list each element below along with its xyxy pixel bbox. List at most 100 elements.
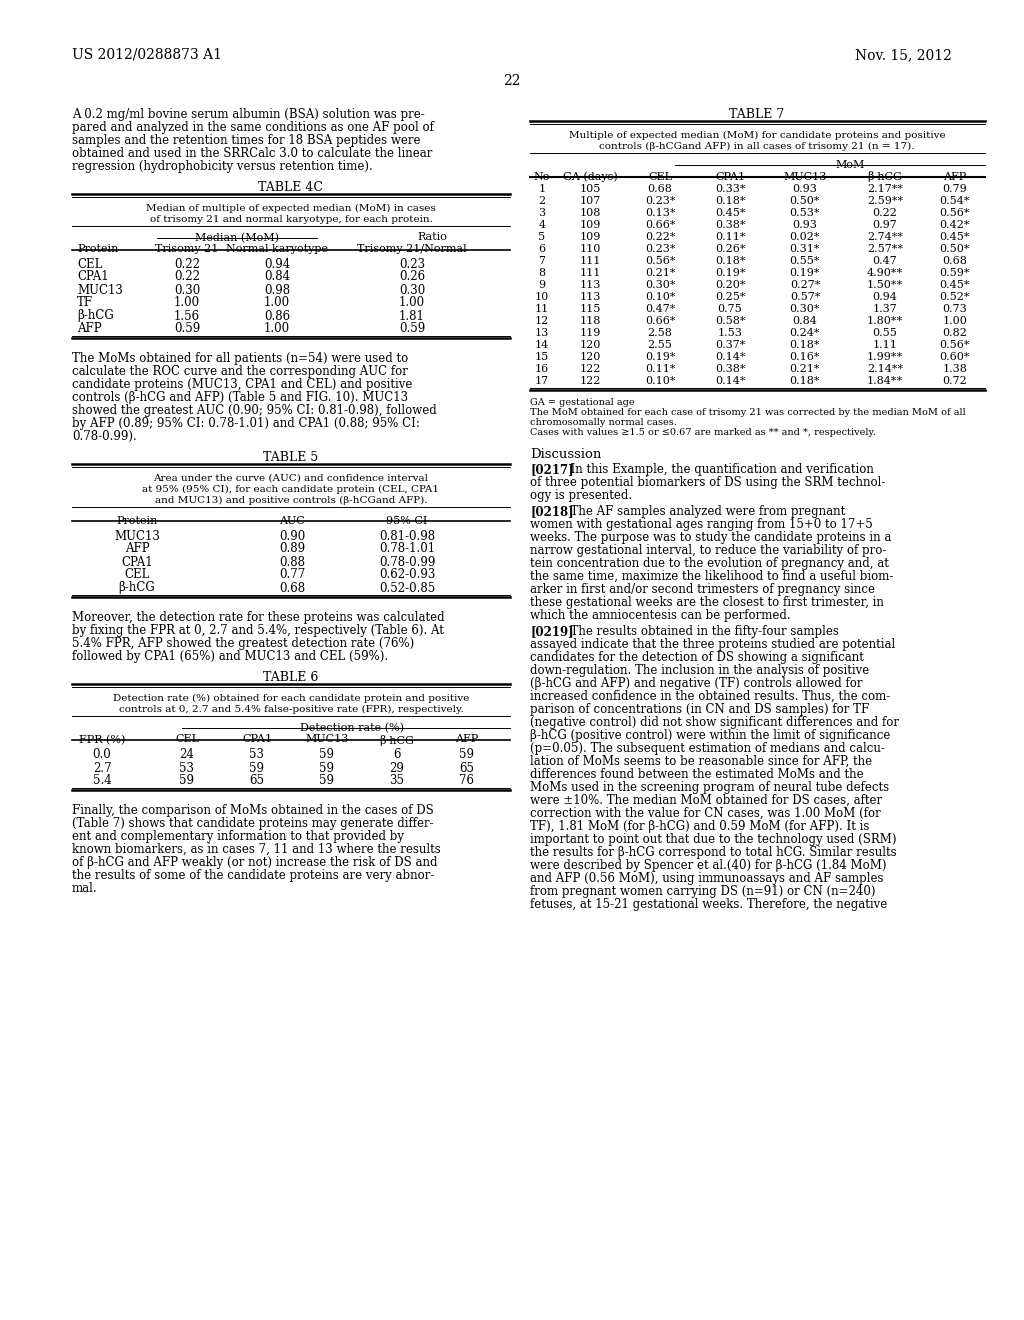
Text: 2.17**: 2.17**: [867, 183, 903, 194]
Text: 0.13*: 0.13*: [645, 207, 675, 218]
Text: weeks. The purpose was to study the candidate proteins in a: weeks. The purpose was to study the cand…: [530, 531, 891, 544]
Text: 1.00: 1.00: [399, 297, 425, 309]
Text: 0.50*: 0.50*: [940, 243, 971, 253]
Text: 2.74**: 2.74**: [867, 231, 903, 242]
Text: 0.26: 0.26: [399, 271, 425, 284]
Text: the results for β-hCG correspond to total hCG. Similar results: the results for β-hCG correspond to tota…: [530, 846, 897, 859]
Text: 109: 109: [580, 219, 601, 230]
Text: 0.24*: 0.24*: [790, 327, 820, 338]
Text: 95% CI: 95% CI: [386, 516, 428, 525]
Text: β-hCG (positive control) were within the limit of significance: β-hCG (positive control) were within the…: [530, 729, 891, 742]
Text: 4: 4: [539, 219, 546, 230]
Text: candidate proteins (MUC13, CPA1 and CEL) and positive: candidate proteins (MUC13, CPA1 and CEL)…: [72, 378, 413, 391]
Text: 0.0: 0.0: [92, 748, 112, 762]
Text: 0.53*: 0.53*: [790, 207, 820, 218]
Text: 7: 7: [539, 256, 546, 265]
Text: 59: 59: [319, 762, 335, 775]
Text: 0.55*: 0.55*: [790, 256, 820, 265]
Text: Nov. 15, 2012: Nov. 15, 2012: [855, 48, 952, 62]
Text: 5.4: 5.4: [92, 775, 112, 788]
Text: 109: 109: [580, 231, 601, 242]
Text: 2.55: 2.55: [647, 339, 673, 350]
Text: FPR (%): FPR (%): [79, 734, 125, 744]
Text: 11: 11: [535, 304, 549, 314]
Text: Finally, the comparison of MoMs obtained in the cases of DS: Finally, the comparison of MoMs obtained…: [72, 804, 434, 817]
Text: 0.56*: 0.56*: [645, 256, 675, 265]
Text: Discussion: Discussion: [530, 447, 601, 461]
Text: 65: 65: [250, 775, 264, 788]
Text: 1.38: 1.38: [942, 363, 968, 374]
Text: 0.52*: 0.52*: [940, 292, 971, 301]
Text: 3: 3: [539, 207, 546, 218]
Text: 0.19*: 0.19*: [790, 268, 820, 277]
Text: 1.00: 1.00: [942, 315, 968, 326]
Text: Area under the curve (AUC) and confidence interval: Area under the curve (AUC) and confidenc…: [154, 474, 428, 483]
Text: 0.68: 0.68: [647, 183, 673, 194]
Text: 59: 59: [460, 748, 474, 762]
Text: β-hCG: β-hCG: [380, 734, 415, 746]
Text: 1.00: 1.00: [174, 297, 200, 309]
Text: 12: 12: [535, 315, 549, 326]
Text: Median (MoM): Median (MoM): [195, 232, 279, 243]
Text: (negative control) did not show significant differences and for: (negative control) did not show signific…: [530, 715, 899, 729]
Text: CEL: CEL: [648, 172, 672, 181]
Text: 0.81-0.98: 0.81-0.98: [379, 529, 435, 543]
Text: 0.52-0.85: 0.52-0.85: [379, 582, 435, 594]
Text: 6: 6: [539, 243, 546, 253]
Text: 1: 1: [539, 183, 546, 194]
Text: 0.78-0.99: 0.78-0.99: [379, 556, 435, 569]
Text: 0.14*: 0.14*: [715, 351, 745, 362]
Text: TABLE 7: TABLE 7: [729, 108, 784, 121]
Text: 0.33*: 0.33*: [715, 183, 745, 194]
Text: GA = gestational age: GA = gestational age: [530, 399, 635, 407]
Text: women with gestational ages ranging from 15+0 to 17+5: women with gestational ages ranging from…: [530, 517, 872, 531]
Text: assayed indicate that the three proteins studied are potential: assayed indicate that the three proteins…: [530, 638, 895, 651]
Text: of trisomy 21 and normal karyotype, for each protein.: of trisomy 21 and normal karyotype, for …: [150, 214, 432, 223]
Text: and AFP (0.56 MoM), using immunoassays and AF samples: and AFP (0.56 MoM), using immunoassays a…: [530, 873, 884, 884]
Text: TF: TF: [77, 297, 93, 309]
Text: followed by CPA1 (65%) and MUC13 and CEL (59%).: followed by CPA1 (65%) and MUC13 and CEL…: [72, 649, 388, 663]
Text: 0.78-0.99).: 0.78-0.99).: [72, 430, 137, 444]
Text: pared and analyzed in the same conditions as one AF pool of: pared and analyzed in the same condition…: [72, 121, 434, 135]
Text: 35: 35: [389, 775, 404, 788]
Text: 53: 53: [179, 762, 195, 775]
Text: 0.57*: 0.57*: [790, 292, 820, 301]
Text: ent and complementary information to that provided by: ent and complementary information to tha…: [72, 830, 404, 843]
Text: 0.25*: 0.25*: [715, 292, 745, 301]
Text: 0.18*: 0.18*: [790, 375, 820, 385]
Text: 0.68: 0.68: [279, 582, 305, 594]
Text: 0.97: 0.97: [872, 219, 897, 230]
Text: (β-hCG and AFP) and negative (TF) controls allowed for: (β-hCG and AFP) and negative (TF) contro…: [530, 677, 862, 690]
Text: β-hCG: β-hCG: [119, 582, 156, 594]
Text: 0.10*: 0.10*: [645, 375, 675, 385]
Text: MUC13: MUC13: [77, 284, 123, 297]
Text: 0.84: 0.84: [793, 315, 817, 326]
Text: controls (β-hCGand AFP) in all cases of trisomy 21 (n = 17).: controls (β-hCGand AFP) in all cases of …: [599, 141, 914, 150]
Text: 0.37*: 0.37*: [715, 339, 745, 350]
Text: 0.82: 0.82: [942, 327, 968, 338]
Text: 0.30*: 0.30*: [645, 280, 675, 289]
Text: The MoMs obtained for all patients (n=54) were used to: The MoMs obtained for all patients (n=54…: [72, 352, 409, 366]
Text: differences found between the estimated MoMs and the: differences found between the estimated …: [530, 768, 863, 781]
Text: AFP: AFP: [456, 734, 478, 744]
Text: 0.11*: 0.11*: [645, 363, 675, 374]
Text: were ±10%. The median MoM obtained for DS cases, after: were ±10%. The median MoM obtained for D…: [530, 795, 882, 807]
Text: 0.56*: 0.56*: [940, 207, 971, 218]
Text: 0.77: 0.77: [279, 569, 305, 582]
Text: 0.88: 0.88: [279, 556, 305, 569]
Text: 59: 59: [250, 762, 264, 775]
Text: 0.98: 0.98: [264, 284, 290, 297]
Text: 2.59**: 2.59**: [867, 195, 903, 206]
Text: MUC13: MUC13: [783, 172, 826, 181]
Text: the same time, maximize the likelihood to find a useful biom-: the same time, maximize the likelihood t…: [530, 570, 893, 583]
Text: 2.14**: 2.14**: [867, 363, 903, 374]
Text: 0.22: 0.22: [872, 207, 897, 218]
Text: down-regulation. The inclusion in the analysis of positive: down-regulation. The inclusion in the an…: [530, 664, 869, 677]
Text: 110: 110: [580, 243, 601, 253]
Text: 2.57**: 2.57**: [867, 243, 903, 253]
Text: 0.45*: 0.45*: [940, 231, 971, 242]
Text: 0.59: 0.59: [399, 322, 425, 335]
Text: the results of some of the candidate proteins are very abnor-: the results of some of the candidate pro…: [72, 869, 434, 882]
Text: 111: 111: [580, 256, 601, 265]
Text: 1.99**: 1.99**: [867, 351, 903, 362]
